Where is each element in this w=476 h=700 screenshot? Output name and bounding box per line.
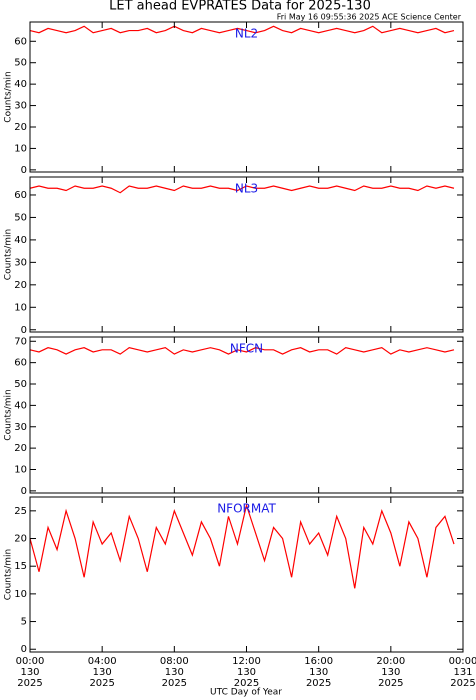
data-line (29, 347, 455, 355)
series-label: NFCN (230, 342, 263, 356)
x-tick-year: 2025 (306, 678, 331, 689)
y-axis-label: Counts/min (4, 71, 14, 122)
y-tick-label: 50 (14, 212, 27, 223)
x-tick-day: 130 (165, 667, 184, 678)
y-tick-label: 20 (14, 443, 27, 454)
y-tick-label: 20 (14, 280, 27, 291)
y-tick-label: 5 (21, 617, 27, 628)
y-tick-label: 40 (14, 79, 27, 90)
y-tick-label: 0 (21, 486, 27, 497)
y-tick-label: 60 (14, 36, 27, 47)
x-tick-label: 00:00 (16, 656, 45, 667)
subtitle: Fri May 16 09:55:36 2025 ACE Science Cen… (277, 13, 462, 22)
y-axis-label: Counts/min (4, 549, 14, 600)
y-tick-label: 0 (21, 644, 27, 655)
y-tick-label: 10 (14, 589, 27, 600)
y-tick-label: 30 (14, 422, 27, 433)
x-tick-label: 00:00 (449, 656, 476, 667)
y-tick-label: 25 (14, 506, 27, 517)
y-tick-label: 20 (14, 122, 27, 133)
x-tick-day: 130 (20, 667, 39, 678)
x-tick-year: 2025 (450, 678, 475, 689)
y-tick-label: 30 (14, 101, 27, 112)
y-tick-label: 10 (14, 143, 27, 154)
y-tick-label: 10 (14, 302, 27, 313)
x-tick-day: 130 (381, 667, 400, 678)
y-tick-label: 0 (21, 165, 27, 176)
x-tick-label: 12:00 (232, 656, 261, 667)
y-tick-label: 30 (14, 257, 27, 268)
x-tick-day: 131 (453, 667, 472, 678)
y-tick-label: 50 (14, 379, 27, 390)
y-axis-label: Counts/min (4, 229, 14, 280)
x-tick-year: 2025 (234, 678, 259, 689)
x-tick-day: 130 (237, 667, 256, 678)
x-tick-day: 130 (93, 667, 112, 678)
y-tick-label: 15 (14, 561, 27, 572)
y-axis-label: Counts/min (4, 389, 14, 440)
y-tick-label: 0 (21, 325, 27, 336)
chart-title: LET ahead EVPRATES Data for 2025-130 (109, 0, 371, 14)
plot-frame (29, 21, 464, 173)
y-tick-label: 70 (14, 336, 27, 347)
y-tick-label: 60 (14, 190, 27, 201)
x-tick-year: 2025 (89, 678, 114, 689)
x-tick-year: 2025 (17, 678, 42, 689)
series-label: NFORMAT (217, 502, 276, 516)
plot-frame (29, 336, 464, 494)
data-line (29, 185, 455, 194)
y-tick-label: 60 (14, 358, 27, 369)
y-tick-label: 50 (14, 58, 27, 69)
plot-frame (29, 176, 464, 333)
series-label: NL3 (235, 182, 258, 196)
y-tick-label: 10 (14, 464, 27, 475)
data-line (29, 503, 455, 589)
plot-frame (29, 496, 464, 653)
x-axis-label: UTC Day of Year (210, 688, 282, 698)
x-tick-label: 04:00 (88, 656, 117, 667)
x-tick-label: 08:00 (160, 656, 189, 667)
y-tick-label: 40 (14, 400, 27, 411)
x-tick-day: 130 (309, 667, 328, 678)
y-tick-label: 20 (14, 534, 27, 545)
y-tick-label: 40 (14, 235, 27, 246)
x-tick-year: 2025 (378, 678, 403, 689)
x-tick-year: 2025 (162, 678, 187, 689)
data-line (29, 25, 455, 34)
series-label: NL2 (235, 27, 258, 41)
x-tick-label: 20:00 (376, 656, 405, 667)
x-tick-label: 16:00 (304, 656, 333, 667)
